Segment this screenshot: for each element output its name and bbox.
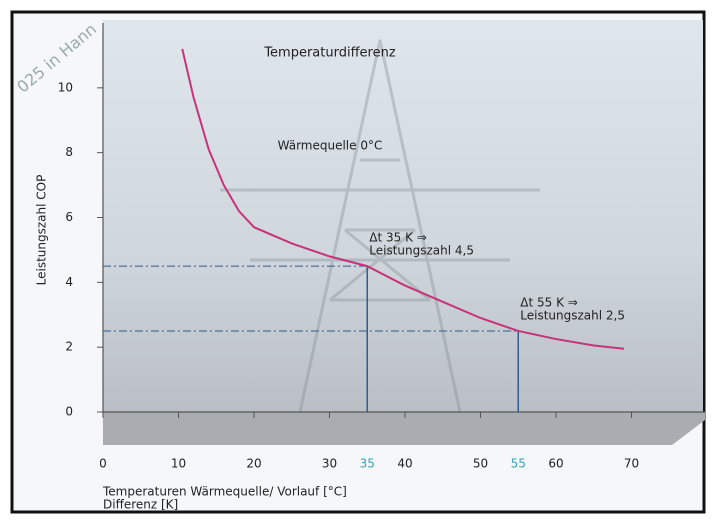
x-tick-label: 0 bbox=[99, 457, 107, 471]
y-tick-label: 10 bbox=[58, 80, 73, 94]
floor bbox=[103, 412, 705, 445]
x-tick-label: 70 bbox=[624, 457, 639, 471]
x-tick-label-highlight: 35 bbox=[360, 457, 375, 471]
y-tick-label: 4 bbox=[65, 275, 73, 289]
chart-title: Temperaturdifferenz bbox=[263, 46, 396, 61]
x-tick-label: 10 bbox=[171, 457, 186, 471]
x-axis-label: Temperaturen Wärmequelle/ Vorlauf [°C] bbox=[102, 485, 347, 499]
x-tick-label: 50 bbox=[473, 457, 488, 471]
plot-background bbox=[103, 20, 703, 412]
y-tick-label: 2 bbox=[65, 340, 73, 354]
annotation: Δt 55 K ⇒ bbox=[520, 295, 578, 309]
x-tick-label: 40 bbox=[397, 457, 412, 471]
chart: Temperaturdifferenz Wärmequelle 0°C 025 … bbox=[0, 0, 712, 520]
y-tick-label: 6 bbox=[65, 210, 73, 224]
x-tick-label: 30 bbox=[322, 457, 337, 471]
y-axis-label: Leistungszahl COP bbox=[35, 175, 49, 286]
curve-label: Wärmequelle 0°C bbox=[278, 139, 383, 153]
annotation: Leistungszahl 2,5 bbox=[520, 308, 625, 322]
x-axis-label: Differenz [K] bbox=[103, 498, 178, 512]
y-tick-label: 0 bbox=[65, 405, 73, 419]
x-tick-label: 60 bbox=[548, 457, 563, 471]
y-tick-label: 8 bbox=[65, 145, 73, 159]
annotation: Δt 35 K ⇒ bbox=[369, 231, 427, 245]
x-tick-label-highlight: 55 bbox=[511, 457, 526, 471]
annotation: Leistungszahl 4,5 bbox=[369, 244, 474, 258]
x-tick-label: 20 bbox=[246, 457, 261, 471]
